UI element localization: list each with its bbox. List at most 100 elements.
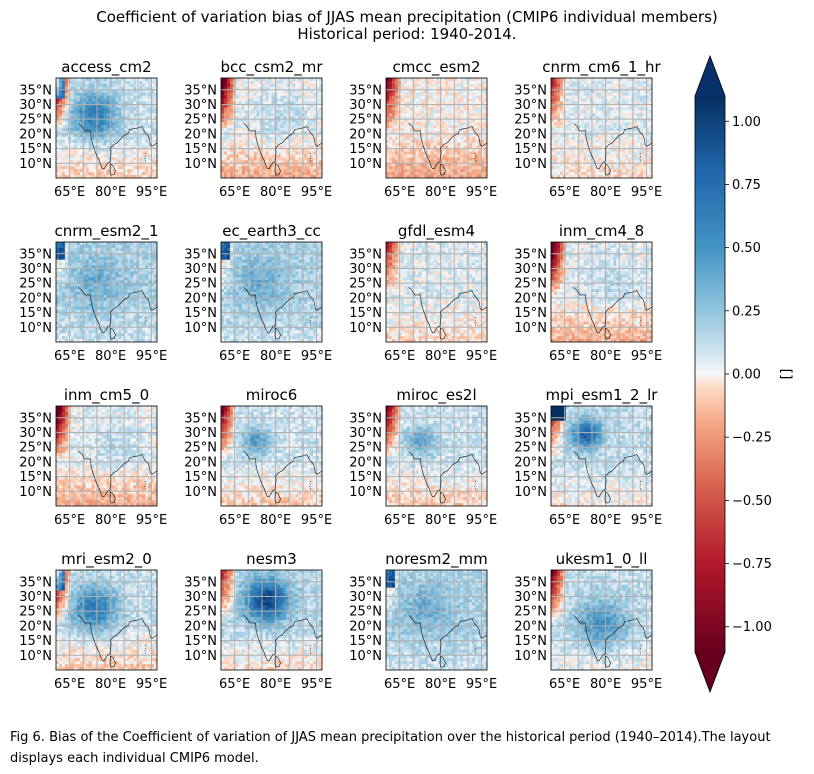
heatmap-cell (319, 89, 322, 94)
heatmap-cell (229, 104, 234, 108)
heatmap-cell (295, 122, 299, 126)
heatmap-cell (58, 327, 63, 331)
heatmap-cell (130, 83, 134, 88)
heatmap-cell (221, 89, 225, 94)
heatmap-cell (649, 172, 652, 176)
heatmap-cell (304, 116, 308, 120)
heatmap-cell (551, 145, 555, 149)
heatmap-cell (625, 142, 629, 146)
heatmap-cell (448, 175, 452, 178)
heatmap-cell (574, 113, 579, 117)
heatmap-cell (649, 83, 652, 88)
heatmap-cell (310, 107, 314, 111)
heatmap-cell (409, 148, 414, 152)
heatmap-cell (121, 101, 125, 105)
heatmap-cell (58, 116, 63, 120)
heatmap-cell (76, 107, 81, 111)
heatmap-cell (409, 119, 414, 123)
heatmap-cell (580, 130, 585, 135)
heatmap-cell (94, 89, 98, 94)
heatmap-cell (121, 78, 125, 82)
heatmap-cell (463, 166, 467, 170)
heatmap-cell (88, 151, 92, 155)
heatmap-cell (76, 142, 81, 146)
heatmap-cell (595, 151, 599, 155)
heatmap-cell (73, 130, 78, 135)
heatmap-cell (439, 95, 443, 99)
heatmap-cell (568, 83, 573, 88)
heatmap-cell (319, 172, 322, 176)
heatmap-cell (643, 119, 647, 123)
heatmap-cell (286, 166, 290, 170)
heatmap-cell (475, 116, 479, 120)
heatmap-cell (91, 148, 95, 152)
heatmap-cell (73, 133, 78, 138)
heatmap-cell (97, 157, 101, 161)
heatmap-cell (58, 297, 63, 302)
heatmap-cell (307, 104, 311, 108)
heatmap-cell (646, 142, 650, 146)
heatmap-cell (388, 128, 393, 132)
heatmap-cell (583, 136, 587, 141)
heatmap-cell (386, 157, 390, 161)
heatmap-cell (460, 119, 464, 123)
heatmap-cell (430, 92, 434, 96)
heatmap-cell (103, 113, 107, 117)
heatmap-cell (259, 78, 263, 82)
heatmap-cell (619, 104, 623, 108)
heatmap-cell (637, 160, 641, 164)
heatmap-cell (94, 92, 98, 96)
heatmap-cell (484, 133, 487, 138)
heatmap-cell (283, 116, 287, 120)
heatmap-cell (403, 101, 408, 105)
heatmap-cell (436, 151, 440, 155)
heatmap-cell (307, 145, 311, 149)
heatmap-cell (61, 166, 66, 170)
heatmap-cell (226, 92, 231, 96)
heatmap-cell (403, 154, 408, 158)
heatmap-cell (319, 133, 322, 138)
heatmap-cell (463, 157, 467, 161)
heatmap-cell (280, 145, 284, 149)
y-tick-label: 35°N (19, 83, 52, 98)
heatmap-cell (271, 160, 275, 164)
heatmap-cell (148, 125, 152, 129)
heatmap-cell (97, 119, 101, 123)
heatmap-cell (433, 136, 437, 141)
heatmap-cell (436, 119, 440, 123)
heatmap-cell (115, 98, 119, 102)
heatmap-cell (64, 256, 69, 260)
heatmap-cell (221, 92, 225, 96)
heatmap-cell (613, 175, 617, 178)
heatmap-cell (316, 136, 320, 141)
heatmap-cell (460, 172, 464, 176)
heatmap-cell (70, 154, 75, 158)
heatmap-cell (304, 175, 308, 178)
heatmap-cell (115, 89, 119, 94)
heatmap-cell (142, 166, 146, 170)
heatmap-cell (445, 113, 449, 117)
heatmap-cell (412, 151, 417, 155)
heatmap-cell (280, 169, 284, 173)
heatmap-cell (133, 154, 137, 158)
heatmap-cell (415, 119, 420, 123)
heatmap-cell (221, 175, 225, 178)
heatmap-cell (551, 139, 555, 144)
heatmap-cell (601, 80, 605, 85)
heatmap-cell (91, 172, 95, 176)
heatmap-cell (391, 89, 396, 94)
heatmap-cell (409, 116, 414, 120)
heatmap-cell (601, 101, 605, 105)
heatmap-cell (253, 119, 257, 123)
heatmap-cell (241, 119, 246, 123)
heatmap-cell (283, 113, 287, 117)
heatmap-cell (292, 148, 296, 152)
heatmap-cell (637, 119, 641, 123)
heatmap-cell (586, 175, 590, 178)
heatmap-cell (73, 95, 78, 99)
heatmap-cell (484, 163, 487, 167)
heatmap-cell (103, 110, 107, 114)
heatmap-cell (592, 151, 596, 155)
heatmap-cell (277, 95, 281, 99)
